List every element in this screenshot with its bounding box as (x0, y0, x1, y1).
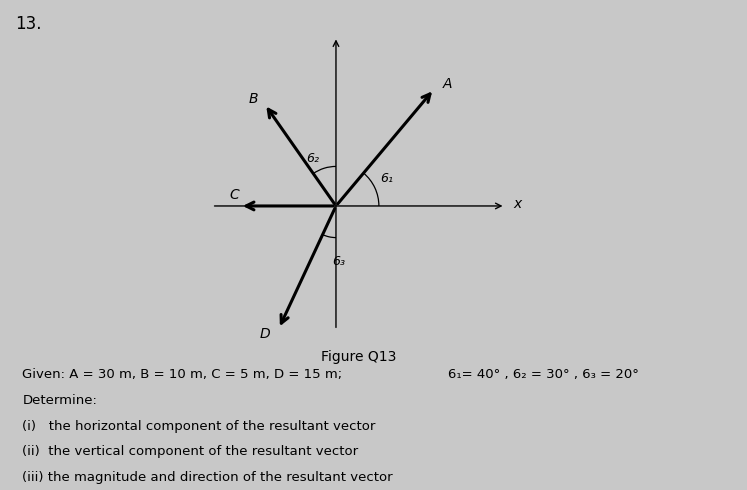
Text: 13.: 13. (15, 15, 41, 33)
Text: 6₁= 40° , 6₂ = 30° , 6₃ = 20°: 6₁= 40° , 6₂ = 30° , 6₃ = 20° (448, 368, 639, 381)
Text: (iii) the magnitude and direction of the resultant vector: (iii) the magnitude and direction of the… (22, 471, 393, 484)
Text: B: B (249, 92, 258, 105)
Text: (ii)  the vertical component of the resultant vector: (ii) the vertical component of the resul… (22, 445, 359, 459)
Text: x: x (513, 196, 521, 211)
Text: C: C (229, 188, 239, 202)
Text: (i)   the horizontal component of the resultant vector: (i) the horizontal component of the resu… (22, 420, 376, 433)
Text: Determine:: Determine: (22, 394, 97, 408)
Text: 6₁: 6₁ (381, 172, 394, 185)
Text: 6₃: 6₃ (332, 255, 345, 269)
Text: D: D (260, 327, 270, 342)
Text: Figure Q13: Figure Q13 (321, 350, 396, 365)
Text: Given: A = 30 m, B = 10 m, C = 5 m, D = 15 m;: Given: A = 30 m, B = 10 m, C = 5 m, D = … (22, 368, 343, 381)
Text: A: A (443, 76, 452, 91)
Text: 6₂: 6₂ (306, 152, 319, 165)
